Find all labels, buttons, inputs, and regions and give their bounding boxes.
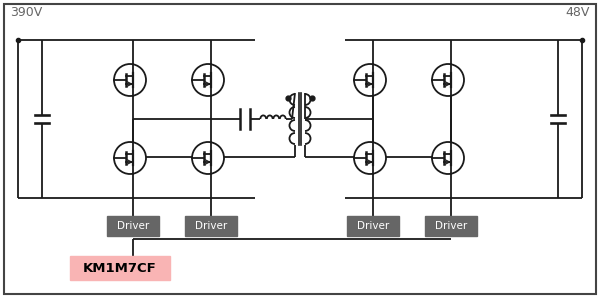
FancyBboxPatch shape	[107, 216, 159, 236]
Circle shape	[114, 142, 146, 174]
FancyBboxPatch shape	[70, 256, 170, 280]
Text: KM1M7CF: KM1M7CF	[83, 262, 157, 274]
Circle shape	[432, 142, 464, 174]
Circle shape	[192, 64, 224, 96]
FancyBboxPatch shape	[185, 216, 237, 236]
Text: Driver: Driver	[117, 221, 149, 231]
Circle shape	[354, 142, 386, 174]
Circle shape	[192, 142, 224, 174]
FancyBboxPatch shape	[425, 216, 477, 236]
Text: 390V: 390V	[10, 6, 42, 19]
Circle shape	[354, 64, 386, 96]
Circle shape	[114, 64, 146, 96]
Text: Driver: Driver	[435, 221, 467, 231]
Circle shape	[432, 64, 464, 96]
Text: Driver: Driver	[357, 221, 389, 231]
Text: 48V: 48V	[566, 6, 590, 19]
Text: Driver: Driver	[195, 221, 227, 231]
FancyBboxPatch shape	[347, 216, 399, 236]
FancyBboxPatch shape	[4, 4, 596, 294]
